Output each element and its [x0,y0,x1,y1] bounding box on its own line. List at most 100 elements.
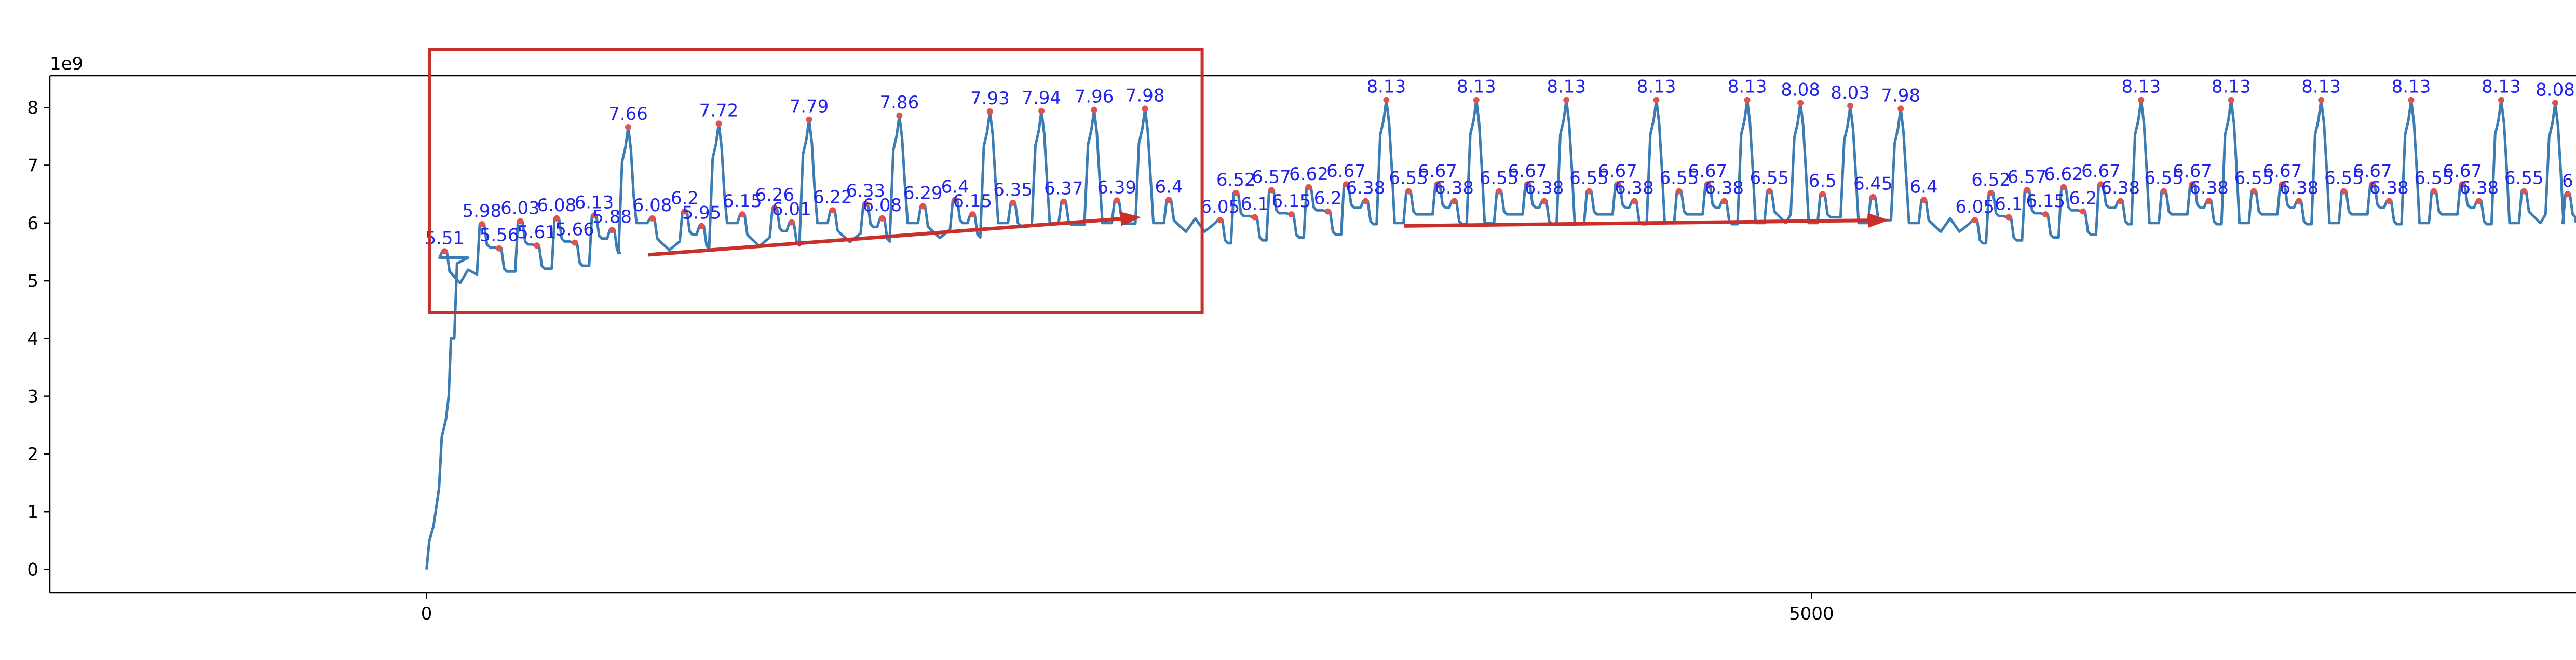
peak-marker [715,120,722,127]
peak-marker [2279,181,2286,188]
peak-marker [829,207,836,214]
peak-value-label: 6 [2562,171,2573,191]
peak-value-label: 6.67 [2263,161,2302,182]
peak-marker [1563,97,1570,103]
peak-marker [1251,214,1258,221]
x-tick-label: 5000 [1789,603,1834,624]
peak-marker [1010,199,1016,206]
peak-value-label: 6.38 [1704,177,1744,198]
peak-marker [1819,191,1826,198]
peak-marker [1496,188,1502,195]
peak-marker [1614,181,1621,188]
peak-marker [2385,198,2392,204]
peak-value-label: 7.98 [1126,85,1165,106]
peak-value-label: 6.38 [2459,177,2499,198]
peak-value-label: 6.01 [772,199,811,220]
axes-layer: 0 1 2 3 4 5 6 7 8 0 5000 1e9 [27,53,2576,624]
peak-marker [2060,184,2067,190]
peak-marker [1704,181,1711,188]
peak-marker [1541,198,1548,204]
peak-marker [2296,198,2302,204]
peak-value-label: 8.13 [2301,77,2341,98]
peak-marker [806,116,812,123]
peak-value-label: 8.13 [1547,77,1586,98]
peak-value-label: 8.08 [2536,79,2575,100]
y-tick-label: 0 [27,559,38,580]
peak-value-label: 8.13 [2482,77,2521,98]
peak-value-label: 6.38 [2100,177,2140,198]
trend-arrow-head [1868,213,1889,228]
peak-value-label: 7.66 [608,104,648,125]
peak-value-label: 8.13 [1457,77,1496,98]
peak-marker [2097,181,2104,188]
peak-value-label: 6.55 [2504,168,2544,189]
peak-marker [2117,198,2124,204]
y-tick-label: 6 [27,213,38,234]
peak-value-label: 6.13 [575,192,614,213]
peak-marker [2206,198,2213,204]
peak-marker [1165,197,1172,203]
peak-marker [625,124,632,131]
peak-value-label: 6.67 [2081,161,2121,182]
peak-value-label: 7.98 [1881,85,1920,106]
peak-value-label: 6.4 [1909,176,1937,197]
peak-marker [1676,188,1683,195]
peak-value-label: 6.67 [1688,161,1727,182]
peak-marker [969,211,976,218]
peak-marker [896,112,903,119]
peak-value-label: 6.38 [1615,177,1654,198]
peak-value-label: 6.67 [2443,161,2482,182]
peak-value-label: 6.37 [1044,178,1083,199]
peak-marker [739,211,745,218]
x-tick-label: 0 [421,603,432,624]
peak-value-label: 6.67 [1418,161,1457,182]
peak-marker [1653,97,1660,103]
peak-value-label: 6.55 [1750,168,1789,189]
peak-marker [2138,97,2145,103]
peak-value-label: 6.2 [1314,188,1342,209]
peak-value-label: 5.88 [592,207,632,227]
peak-marker [1232,189,1239,196]
peak-value-label: 6.39 [1097,177,1136,198]
peak-value-label: 6.55 [1389,168,1428,189]
peak-value-label: 7.96 [1075,87,1114,107]
peak-value-label: 6.38 [1434,177,1474,198]
peak-marker [1744,97,1751,103]
peak-marker [1217,217,1224,224]
peak-marker [1988,189,1995,196]
peak-value-label: 6.38 [2189,177,2229,198]
peak-marker [1383,97,1390,103]
peak-value-label: 6.55 [2324,168,2364,189]
peak-value-label: 6.62 [2044,164,2083,185]
peak-value-label: 5.66 [555,219,594,240]
peak-value-label: 7.72 [699,100,739,121]
peak-marker [2408,97,2415,103]
peak-marker [2228,97,2234,103]
peak-marker [1288,211,1295,218]
peak-value-label: 6.45 [1853,174,1893,195]
peak-value-label: 6.05 [1955,197,1995,217]
peak-label-layer: 5.51 5.98 5.56 6.03 5.61 6.08 5.66 6.135.88 7.66… [425,77,2574,249]
peak-marker [441,248,448,255]
peak-value-label: 6.03 [500,198,540,218]
peak-value-label: 8.13 [1637,77,1676,98]
peak-value-label: 6.55 [1660,168,1699,189]
peak-value-label: 5.51 [425,228,464,249]
peak-value-label: 5.56 [480,225,519,246]
peak-value-label: 6.2 [2069,188,2097,209]
peak-marker [1847,102,1854,109]
peak-value-label: 8.13 [1367,77,1406,98]
trend-arrow-shaft [648,217,1121,257]
peak-marker [681,208,688,215]
peak-marker [879,215,886,222]
peak-marker [2476,198,2483,204]
peak-value-label: 6.22 [813,187,852,208]
peak-value-label: 5.61 [517,222,557,243]
peak-value-label: 8.13 [2121,77,2161,98]
main-series-line-layer [425,99,2576,570]
peak-value-label: 6.4 [941,176,969,197]
peak-marker [1585,188,1592,195]
y-axis-offset-text: 1e9 [50,53,83,74]
y-tick-label: 1 [27,502,38,522]
peak-value-label: 6.29 [903,183,943,204]
